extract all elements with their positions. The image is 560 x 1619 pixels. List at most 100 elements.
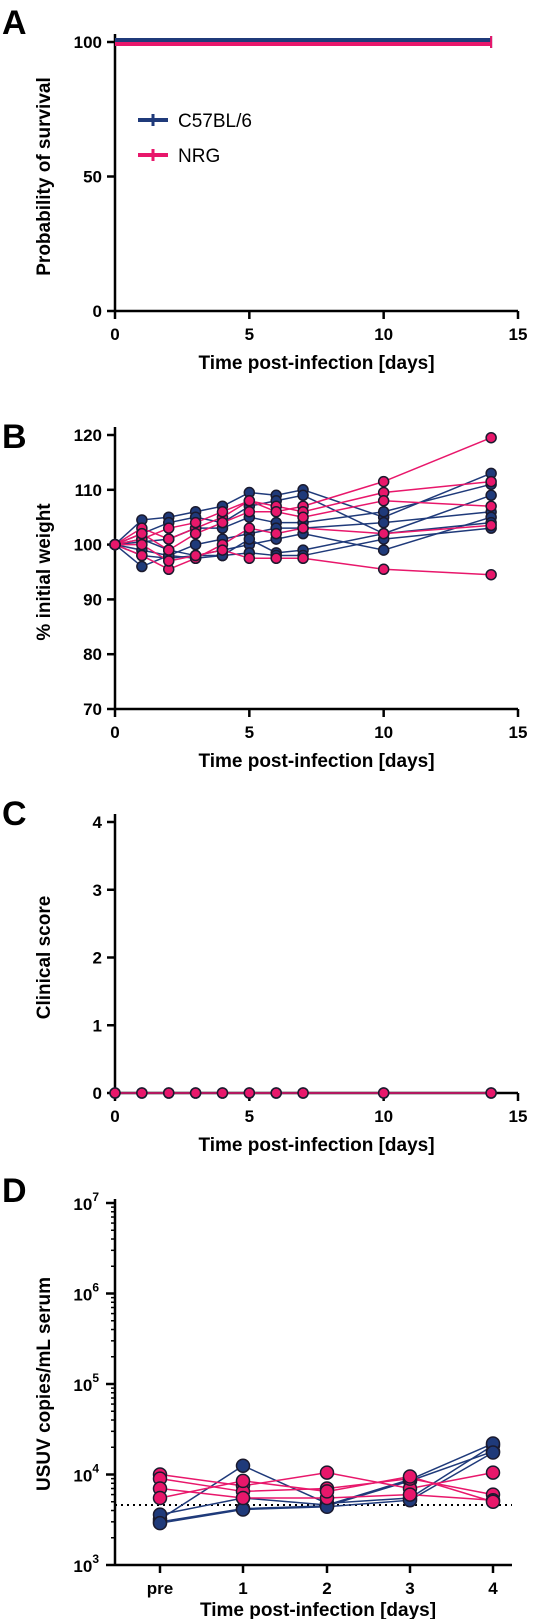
panel-c-clinical-score-chart: 0 1 2 3 4 0 5 10 15 Time post-infection [days] Cli… — [34, 813, 527, 1156]
weight-point — [216, 505, 229, 518]
viremia-point — [485, 1494, 501, 1509]
x-tick-label: 2 — [322, 1579, 331, 1598]
score-point — [136, 1087, 148, 1099]
weight-point — [377, 527, 390, 540]
panel-letter-b: B — [2, 418, 27, 456]
weight-point — [377, 563, 390, 576]
weight-line — [114, 494, 492, 546]
weight-point — [216, 544, 229, 556]
x-tick-label: 3 — [405, 1579, 414, 1598]
weight-line — [114, 483, 492, 546]
y-tick-label: 105 — [73, 1371, 99, 1395]
x-tick-label: 4 — [488, 1579, 498, 1598]
weight-line — [114, 521, 492, 568]
weight-point — [297, 511, 309, 523]
panel-letter-d: D — [2, 1172, 27, 1210]
y-tick-label: 3 — [93, 881, 102, 900]
x-tick-label: 15 — [509, 723, 528, 742]
legend: C57BL/6 NRG — [138, 111, 252, 167]
x-axis-title-c: Time post-infection [days] — [198, 1135, 434, 1156]
weight-point — [270, 505, 282, 518]
y-axis-title-c: Clinical score — [34, 896, 55, 1020]
weight-point — [377, 516, 390, 529]
viremia-point — [402, 1487, 418, 1502]
viremia-point — [319, 1484, 335, 1499]
x-tick-label: 15 — [509, 325, 528, 344]
weight-point — [189, 549, 202, 562]
weight-point — [485, 489, 497, 502]
weight-point — [243, 552, 256, 565]
panel-a-survival-chart: 0 50 100 0 5 10 15 Time post-infection [days] Pr… — [34, 33, 527, 374]
weight-point — [297, 522, 309, 534]
panel-b-weight-chart: 70 80 90 100 110 120 0 5 10 15 Time post-infection… — [34, 426, 527, 772]
weight-point — [189, 538, 202, 551]
y-tick-label: 106 — [73, 1281, 99, 1305]
panel-letter-a: A — [2, 4, 27, 42]
y-tick-label: 2 — [93, 949, 102, 968]
viremia-point — [235, 1490, 251, 1506]
y-axis-title-a: Probability of survival — [34, 77, 55, 276]
y-tick-label: 4 — [93, 813, 103, 832]
y-tick-label: 70 — [83, 700, 102, 719]
weight-point — [485, 475, 497, 488]
x-axis-title-b: Time post-infection [days] — [198, 751, 434, 772]
x-tick-label: 15 — [509, 1107, 528, 1126]
x-tick-label: pre — [147, 1579, 173, 1598]
weight-point — [243, 495, 256, 507]
x-tick-label: 10 — [374, 1107, 393, 1126]
y-tick-label: 107 — [73, 1190, 99, 1214]
weight-line — [114, 472, 492, 546]
weight-line — [114, 500, 492, 551]
weight-point — [162, 544, 175, 556]
viremia-point — [152, 1490, 168, 1506]
panel-letter-c: C — [2, 795, 27, 833]
x-tick-label: 0 — [110, 1107, 119, 1126]
score-point — [109, 1087, 121, 1099]
y-tick-label: 0 — [93, 1084, 102, 1103]
y-tick-label: 100 — [74, 33, 102, 52]
weight-line — [115, 543, 492, 576]
y-tick-label: 1 — [93, 1016, 102, 1035]
y-tick-label: 80 — [83, 645, 102, 664]
weight-point — [485, 431, 497, 444]
weight-point — [377, 544, 390, 556]
weight-point — [162, 522, 175, 534]
weight-point — [377, 475, 390, 488]
weight-point — [377, 505, 390, 518]
viremia-point — [152, 1515, 168, 1531]
panel-d-viremia-chart: 103 104 105 106 107 pre 1 2 3 4 Time post-infectio… — [34, 1190, 512, 1619]
y-axis-title-b: % initial weight — [34, 503, 55, 641]
weight-point — [485, 519, 497, 532]
weight-point — [109, 538, 121, 551]
y-tick-label: 0 — [93, 302, 102, 321]
weight-line — [114, 524, 492, 571]
weight-point — [189, 516, 202, 529]
score-point — [485, 1087, 497, 1099]
x-tick-label: 5 — [245, 723, 254, 742]
viremia-point — [485, 1465, 501, 1480]
y-tick-label: 104 — [73, 1462, 99, 1486]
y-tick-label: 110 — [75, 481, 102, 500]
viremia-point — [235, 1473, 251, 1489]
y-tick-label: 90 — [83, 590, 102, 609]
x-tick-label: 0 — [110, 723, 119, 742]
weight-point — [297, 489, 309, 502]
weight-point — [377, 495, 390, 507]
weight-point — [270, 552, 282, 565]
x-tick-label: 10 — [374, 723, 393, 742]
weight-point — [243, 505, 256, 518]
weight-point — [270, 527, 282, 540]
x-tick-label: 0 — [110, 325, 119, 344]
y-tick-label: 100 — [74, 536, 102, 555]
x-tick-label: 5 — [245, 325, 254, 344]
y-tick-label: 103 — [73, 1552, 99, 1576]
weight-point — [136, 549, 148, 562]
x-axis-title-a: Time post-infection [days] — [198, 353, 434, 374]
weight-point — [485, 500, 497, 512]
score-point — [189, 1087, 202, 1099]
weight-point — [485, 568, 497, 581]
y-axis-title-d: USUV copies/mL serum — [34, 1277, 55, 1491]
legend-label-nrg: NRG — [178, 146, 220, 167]
score-point — [297, 1087, 309, 1099]
weight-point — [136, 538, 148, 551]
